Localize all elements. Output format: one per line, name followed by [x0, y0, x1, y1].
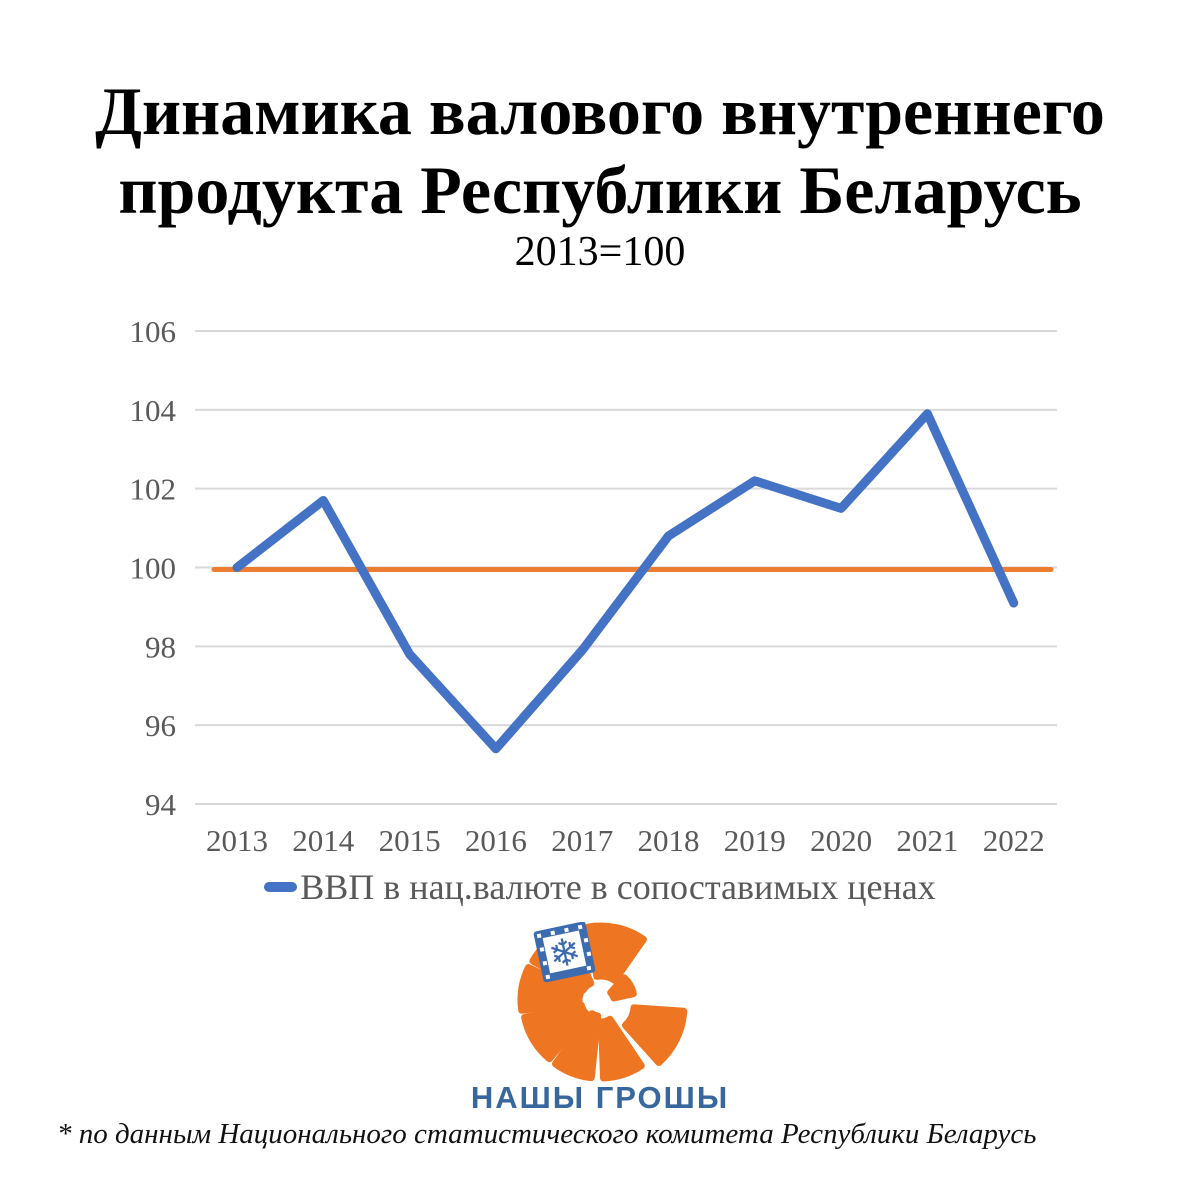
svg-text:96: 96	[145, 708, 176, 743]
svg-text:2020: 2020	[810, 823, 872, 858]
svg-text:2016: 2016	[465, 823, 527, 858]
chart-title: Динамика валового внутреннего продукта Р…	[0, 72, 1200, 230]
chart-legend: ВВП в нац.валюте в сопоставимых ценах	[0, 866, 1200, 908]
orange-coin-wedges	[517, 922, 688, 1082]
chart-title-line1: Динамика валового внутреннего	[95, 73, 1105, 149]
nashy-groshy-logo: ❄	[510, 921, 690, 1084]
gdp-series-line	[232, 409, 1019, 754]
svg-text:94: 94	[145, 787, 177, 822]
svg-text:100: 100	[130, 551, 177, 586]
snowflake-ornament-icon: ❄	[533, 921, 596, 983]
svg-text:2013: 2013	[206, 823, 268, 858]
chart-title-line2: продукта Республики Беларусь	[118, 152, 1082, 228]
svg-text:98: 98	[145, 629, 176, 664]
logo-wordmark: НАШЫ ГРОШЫ	[470, 1080, 730, 1115]
legend-line-marker	[264, 882, 298, 892]
svg-text:2017: 2017	[551, 823, 613, 858]
svg-text:106: 106	[130, 314, 177, 349]
y-axis-tick-labels: 94 96 98 100 102 104 106	[130, 314, 177, 822]
x-axis-tick-labels: 2013 2014 2015 2016 2017 2018 2019 2020 2021 2022	[206, 823, 1045, 858]
coin-pinwheel-logo-icon: ❄	[517, 921, 688, 1082]
svg-text:2021: 2021	[896, 823, 958, 858]
svg-text:2019: 2019	[724, 823, 786, 858]
chart-subtitle: 2013=100	[514, 229, 686, 275]
svg-text:102: 102	[130, 472, 177, 507]
svg-text:2015: 2015	[379, 823, 441, 858]
svg-text:104: 104	[130, 393, 177, 428]
legend-label: ВВП в нац.валюте в сопоставимых ценах	[300, 867, 936, 907]
svg-text:2022: 2022	[983, 823, 1045, 858]
svg-text:2018: 2018	[638, 823, 700, 858]
svg-text:2014: 2014	[292, 823, 355, 858]
source-footnote: * по данным Национального статистическог…	[57, 1118, 1037, 1150]
